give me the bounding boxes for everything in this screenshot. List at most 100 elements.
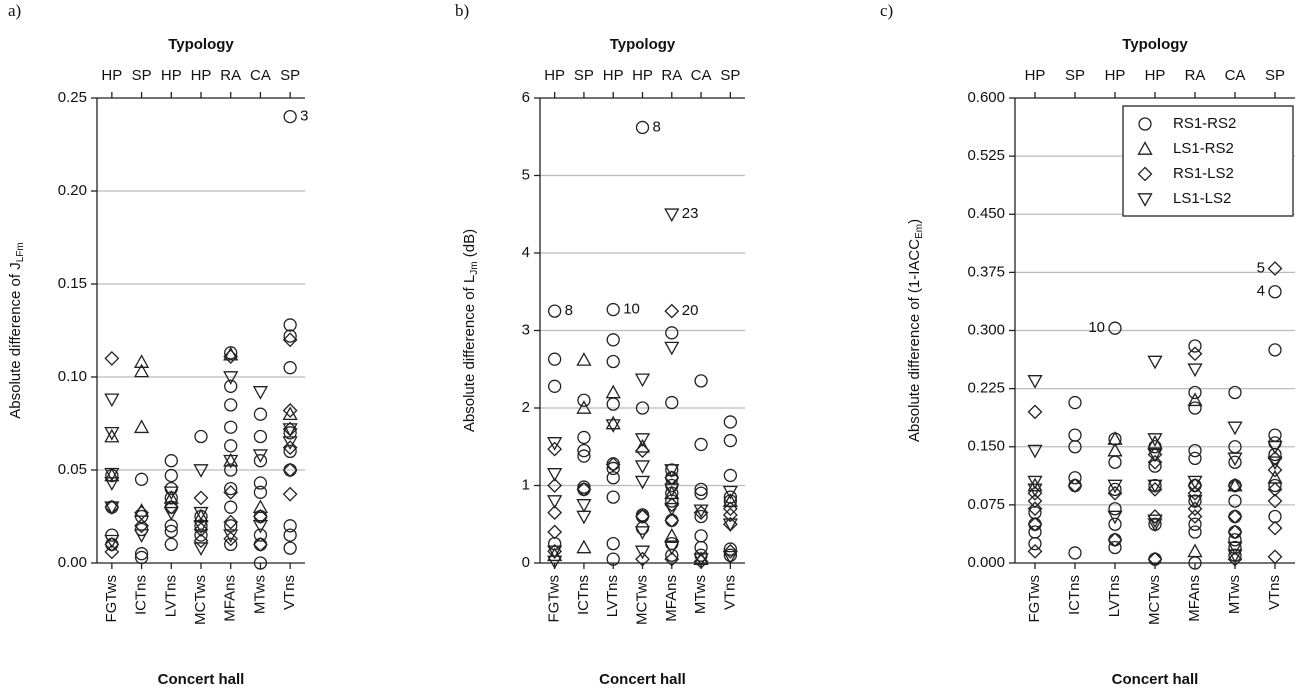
marker <box>576 539 592 554</box>
marker <box>1108 321 1122 335</box>
marker <box>223 484 239 500</box>
marker <box>1027 485 1043 501</box>
marker <box>1107 442 1123 457</box>
marker <box>1107 431 1123 445</box>
marker <box>252 499 269 514</box>
marker <box>1188 517 1202 531</box>
marker <box>547 505 563 521</box>
marker <box>694 529 708 543</box>
marker <box>547 304 562 318</box>
annotation: 10 <box>623 301 640 318</box>
marker <box>224 537 238 552</box>
marker <box>1187 475 1203 490</box>
x-tick-label: LVTns <box>604 575 621 617</box>
marker <box>1227 452 1243 467</box>
marker <box>547 545 563 560</box>
y-tick-label: 5 <box>522 166 530 183</box>
top-tick-label: HP <box>632 67 653 84</box>
marker <box>283 528 297 542</box>
y-tick-label: 0.525 <box>967 147 1005 164</box>
y-axis-label: Absolute difference of (1-IACCEm) <box>906 219 925 442</box>
marker <box>664 464 680 478</box>
y-axis-label-part: ) <box>906 219 923 224</box>
x-tick-label: MFAns <box>222 575 239 622</box>
marker <box>1107 479 1123 494</box>
marker <box>104 426 120 441</box>
legend-label: RS1-RS2 <box>1173 115 1236 132</box>
marker <box>547 437 563 451</box>
y-tick-label: 0.25 <box>58 89 87 106</box>
marker <box>694 482 708 497</box>
top-tick-label: SP <box>280 67 300 84</box>
marker <box>283 541 297 555</box>
legend-label: LS1-RS2 <box>1173 140 1234 157</box>
legend-label: RS1-LS2 <box>1173 165 1234 182</box>
marker <box>1027 477 1043 492</box>
annotation: 10 <box>1088 319 1105 336</box>
marker <box>1267 440 1283 455</box>
marker <box>133 363 150 378</box>
marker <box>104 501 120 516</box>
marker <box>664 512 680 528</box>
marker <box>223 529 239 543</box>
marker <box>104 534 120 549</box>
marker <box>606 461 620 476</box>
marker <box>193 533 209 549</box>
y-tick-label: 0.00 <box>58 554 87 571</box>
marker <box>576 481 592 497</box>
marker <box>1268 343 1282 357</box>
marker <box>223 454 239 469</box>
marker <box>104 477 120 491</box>
x-tick-label: FGTws <box>546 575 563 623</box>
top-tick-label: HP <box>603 67 624 84</box>
marker <box>665 536 679 551</box>
marker <box>634 526 651 540</box>
marker <box>1027 516 1043 532</box>
marker <box>104 350 120 366</box>
marker <box>577 430 591 445</box>
marker <box>194 429 208 444</box>
y-tick-label: 0.300 <box>967 321 1005 338</box>
marker <box>1188 443 1202 458</box>
y-axis-label-part: Jm <box>469 261 480 274</box>
marker <box>693 504 709 519</box>
marker <box>223 349 239 364</box>
marker <box>547 441 563 457</box>
marker <box>1108 502 1122 516</box>
annotation: 8 <box>653 118 661 135</box>
x-tick-label: MTws <box>251 575 268 614</box>
y-tick-label: 4 <box>522 244 530 261</box>
marker <box>1268 285 1282 299</box>
marker <box>1187 363 1203 378</box>
marker <box>694 509 708 524</box>
marker <box>605 415 621 430</box>
marker <box>1137 166 1153 182</box>
marker <box>224 398 238 412</box>
x-tick-label: ICTns <box>575 575 592 615</box>
marker <box>1228 533 1242 547</box>
marker <box>1138 117 1152 131</box>
marker <box>1268 509 1282 524</box>
annotation: 23 <box>682 205 699 222</box>
top-tick-label: HP <box>191 67 212 84</box>
marker <box>282 440 298 456</box>
marker <box>1188 401 1202 415</box>
marker <box>664 483 680 498</box>
panel-label: a) <box>8 1 21 20</box>
x-axis-label: Concert hall <box>1112 671 1199 688</box>
y-tick-label: 0.05 <box>58 461 87 478</box>
y-tick-label: 6 <box>522 89 530 106</box>
marker <box>634 475 651 490</box>
marker <box>1028 536 1042 551</box>
marker <box>1028 505 1042 520</box>
marker <box>224 346 238 360</box>
marker <box>664 303 680 319</box>
marker <box>1107 532 1123 548</box>
marker <box>1227 477 1243 492</box>
x-tick-label: MTws <box>1226 575 1243 614</box>
marker <box>1068 440 1082 454</box>
marker <box>163 490 179 504</box>
y-axis-label-part: Absolute difference of L <box>461 275 478 432</box>
marker <box>1147 514 1163 529</box>
marker <box>253 536 268 552</box>
